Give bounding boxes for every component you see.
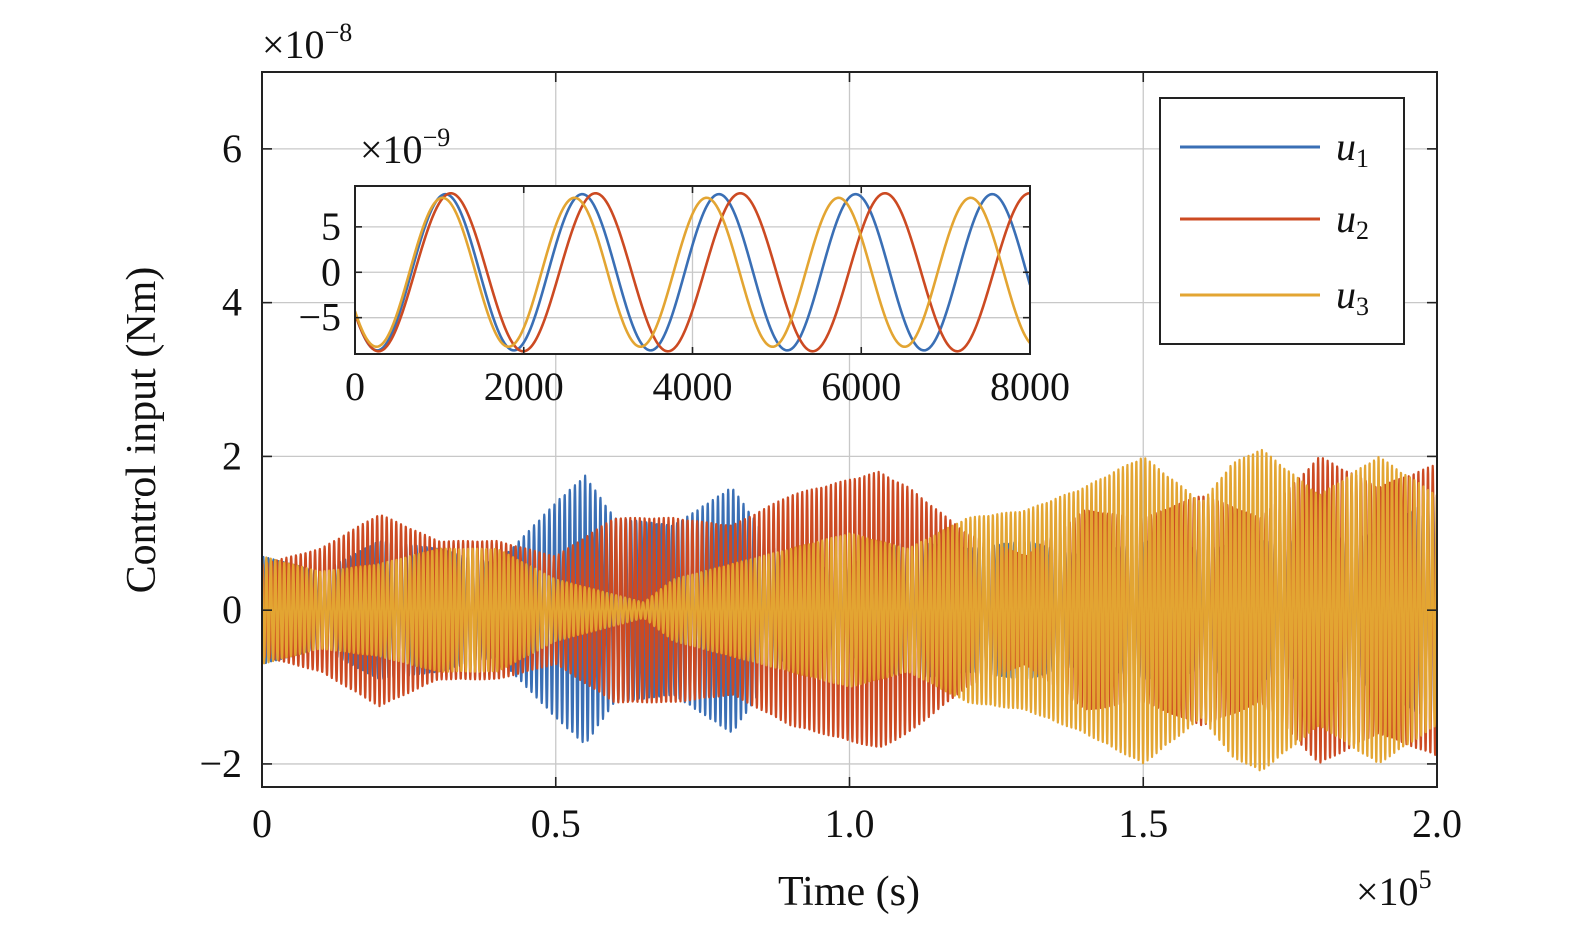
main-x-multiplier-base: ×10 (1356, 869, 1419, 914)
main-ytick-label: 6 (222, 126, 242, 171)
inset-ytick-label: 5 (321, 204, 341, 249)
inset-series-line-u2 (355, 191, 1030, 353)
inset-series-line-u1 (355, 192, 1030, 352)
inset-y-multiplier: ×10−9 (360, 123, 450, 172)
main-x-multiplier-exponent: 5 (1419, 865, 1432, 894)
inset-ticks (354, 186, 1031, 354)
legend: u1 u2 u3 (1159, 97, 1405, 345)
main-y-axis-label: Control input (Nm) (119, 267, 165, 594)
inset-grid (355, 186, 1030, 354)
main-x-axis-label: Time (s) (778, 869, 920, 915)
legend-label-u3-sub: 3 (1356, 292, 1369, 321)
main-xtick-label: 1.5 (1118, 801, 1168, 846)
legend-label-u1-sub: 1 (1356, 144, 1369, 173)
main-y-multiplier-exponent: −8 (325, 18, 353, 47)
main-y-multiplier: ×10−8 (262, 18, 352, 67)
main-series-group (262, 448, 1437, 772)
main-ticks (261, 72, 1438, 787)
main-y-multiplier-base: ×10 (262, 22, 325, 67)
inset-ytick-labels: −505 (298, 204, 341, 340)
legend-label-u2-sub: 2 (1356, 216, 1369, 245)
inset-xtick-label: 4000 (653, 364, 733, 409)
legend-label-u3: u3 (1336, 272, 1369, 321)
inset-series-line-u3 (355, 196, 1030, 349)
main-series-line-u3 (262, 448, 1437, 772)
legend-box (1159, 97, 1405, 345)
legend-label-u2: u2 (1336, 196, 1369, 245)
inset-xtick-label: 2000 (484, 364, 564, 409)
main-ytick-labels: −2 0 2 4 6 (199, 126, 242, 786)
legend-label-u1-name: u (1336, 124, 1356, 169)
legend-label-u1: u1 (1336, 124, 1369, 173)
main-xtick-label: 2.0 (1412, 801, 1462, 846)
main-ytick-label: 4 (222, 280, 242, 325)
inset-series-group (355, 191, 1030, 353)
main-xtick-label: 0 (252, 801, 272, 846)
main-ytick-label: 2 (222, 433, 242, 478)
main-ytick-label: −2 (199, 741, 242, 786)
inset-ytick-label: −5 (298, 295, 341, 340)
inset-ytick-label: 0 (321, 249, 341, 294)
main-xtick-label: 1.0 (825, 801, 875, 846)
main-ytick-label: 0 (222, 587, 242, 632)
main-x-multiplier: ×105 (1356, 865, 1432, 914)
inset-y-multiplier-base: ×10 (360, 127, 423, 172)
inset-xtick-label: 8000 (990, 364, 1070, 409)
inset-xtick-label: 0 (345, 364, 365, 409)
inset-xtick-labels: 0 2000 4000 6000 8000 (345, 364, 1070, 409)
inset-y-multiplier-exponent: −9 (423, 123, 451, 152)
inset-xtick-label: 6000 (821, 364, 901, 409)
inset-plot: 0 2000 4000 6000 8000 −505 ×10−9 (298, 123, 1070, 409)
main-xtick-labels: 0 0.5 1.0 1.5 2.0 (252, 801, 1462, 846)
legend-label-u3-name: u (1336, 272, 1356, 317)
legend-label-u2-name: u (1336, 196, 1356, 241)
main-xtick-label: 0.5 (531, 801, 581, 846)
